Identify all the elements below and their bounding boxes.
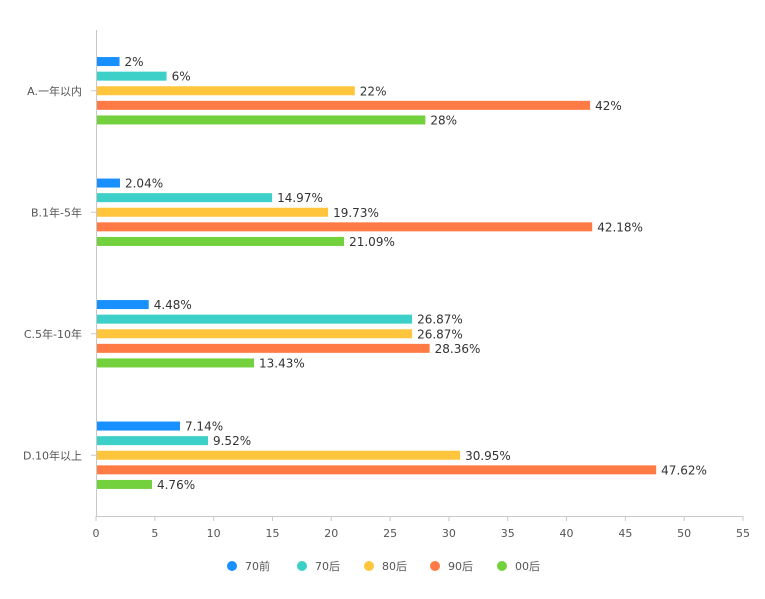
data-label: 6% — [172, 70, 191, 84]
bar-70前-A.一年以内 — [96, 57, 120, 67]
bar-80后-C.5年-10年 — [96, 329, 413, 339]
data-label: 7.14% — [185, 420, 223, 434]
legend-label[interactable]: 80后 — [382, 560, 407, 573]
data-label: 4.76% — [157, 478, 195, 492]
legend-marker[interactable] — [430, 561, 440, 571]
x-tick-label: 10 — [207, 527, 221, 540]
bar-00后-D.10年以上 — [96, 479, 152, 489]
bar-70后-A.一年以内 — [96, 71, 167, 81]
bar-70前-C.5年-10年 — [96, 300, 149, 310]
x-tick-label: 45 — [618, 527, 632, 540]
bar-90后-A.一年以内 — [96, 100, 591, 110]
legend-marker[interactable] — [497, 561, 507, 571]
legend: 70前 70后 80后 90后 00后 — [227, 559, 540, 573]
category-label: B.1年-5年 — [31, 205, 82, 219]
bar-00后-C.5年-10年 — [96, 358, 254, 368]
x-tick-label: 5 — [151, 527, 158, 540]
bar-00后-B.1年-5年 — [96, 236, 345, 246]
bar-80后-A.一年以内 — [96, 86, 355, 96]
data-label: 19.73% — [333, 206, 379, 220]
legend-label[interactable]: 90后 — [448, 560, 473, 573]
data-label: 26.87% — [417, 313, 463, 327]
bar-group — [96, 57, 657, 489]
x-axis: 0 5 10 15 20 25 30 35 40 45 50 55 — [93, 516, 750, 540]
bar-90后-C.5年-10年 — [96, 343, 430, 353]
legend-marker[interactable] — [297, 561, 307, 571]
bar-70后-B.1年-5年 — [96, 193, 273, 203]
legend-marker[interactable] — [364, 561, 374, 571]
data-label: 21.09% — [349, 235, 395, 249]
bar-70后-C.5年-10年 — [96, 314, 413, 324]
data-label: 22% — [360, 84, 387, 98]
bar-80后-D.10年以上 — [96, 450, 461, 460]
legend-label[interactable]: 00后 — [515, 560, 540, 573]
bar-90后-D.10年以上 — [96, 465, 657, 475]
x-tick-label: 20 — [324, 527, 338, 540]
category-label: D.10年以上 — [23, 448, 82, 462]
data-label: 28% — [430, 113, 457, 127]
data-label: 30.95% — [465, 449, 511, 463]
data-label: 47.62% — [661, 463, 707, 477]
x-tick-label: 55 — [736, 527, 750, 540]
x-tick-label: 30 — [442, 527, 456, 540]
y-axis: A.一年以内 B.1年-5年 C.5年-10年 D.10年以上 — [23, 30, 97, 516]
category-label: A.一年以内 — [27, 84, 82, 98]
data-label: 2.04% — [125, 177, 163, 191]
data-label: 2% — [125, 55, 144, 69]
x-tick-label: 0 — [93, 527, 100, 540]
data-label: 4.48% — [154, 298, 192, 312]
x-tick-label: 25 — [383, 527, 397, 540]
data-label: 13.43% — [259, 356, 305, 370]
x-tick-label: 35 — [501, 527, 515, 540]
x-tick-label: 50 — [677, 527, 691, 540]
legend-label[interactable]: 70后 — [315, 560, 340, 573]
x-tick-label: 40 — [560, 527, 574, 540]
legend-label[interactable]: 70前 — [245, 559, 270, 573]
x-tick-label: 15 — [265, 527, 279, 540]
legend-marker[interactable] — [227, 561, 237, 571]
bar-70前-D.10年以上 — [96, 421, 180, 431]
bar-70后-D.10年以上 — [96, 436, 208, 446]
data-label: 28.36% — [435, 342, 481, 356]
value-label-group: 2% 6% 22% 42% 28% 2.04% 14.97% 19.73% 42.18% 21.0… — [125, 55, 707, 492]
data-label: 14.97% — [277, 191, 323, 205]
bar-90后-B.1年-5年 — [96, 222, 593, 232]
data-label: 42% — [595, 99, 622, 113]
bar-70前-B.1年-5年 — [96, 178, 120, 188]
data-label: 26.87% — [417, 327, 463, 341]
bar-80后-B.1年-5年 — [96, 207, 329, 217]
data-label: 42.18% — [597, 220, 643, 234]
category-label: C.5年-10年 — [24, 327, 82, 341]
data-label: 9.52% — [213, 434, 251, 448]
bar-00后-A.一年以内 — [96, 115, 426, 125]
